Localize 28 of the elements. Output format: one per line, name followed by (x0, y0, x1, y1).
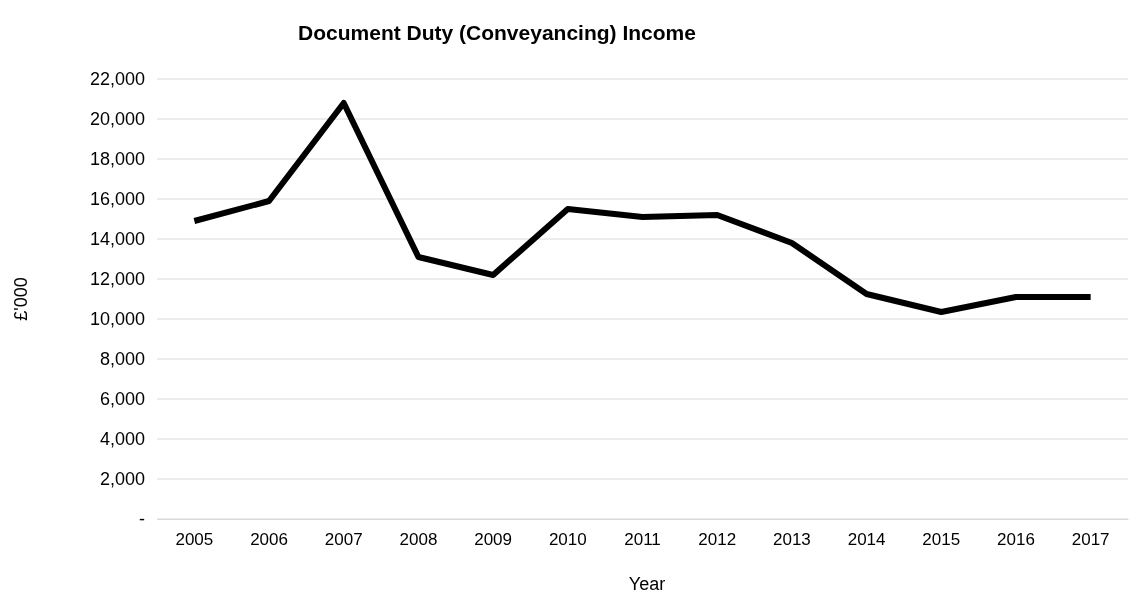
y-tick-label: 4,000 (99, 429, 145, 450)
x-tick-label: 2007 (324, 530, 363, 550)
x-tick-label: 2015 (922, 530, 961, 550)
y-tick-label: 22,000 (89, 69, 145, 90)
y-tick-label: 16,000 (89, 189, 145, 210)
y-tick-label: 8,000 (99, 349, 145, 370)
x-tick-label: 2008 (399, 530, 438, 550)
y-tick-label: 6,000 (99, 389, 145, 410)
x-tick-label: 2005 (175, 530, 214, 550)
y-tick-label: - (139, 509, 145, 530)
chart-title: Document Duty (Conveyancing) Income (298, 21, 696, 44)
x-tick-label: 2016 (997, 530, 1035, 550)
y-tick-label: 10,000 (89, 309, 145, 330)
x-tick-label: 2012 (698, 530, 737, 550)
x-tick-label: 2009 (474, 530, 513, 550)
y-axis-title: £'000 (11, 277, 31, 321)
y-tick-label: 12,000 (89, 269, 145, 290)
x-tick-label: 2014 (847, 530, 886, 550)
y-tick-label: 14,000 (89, 229, 145, 250)
x-tick-label: 2010 (548, 530, 587, 550)
y-tick-label: 2,000 (99, 469, 145, 490)
x-tick-label: 2017 (1071, 530, 1110, 550)
x-tick-label: 2006 (250, 530, 288, 550)
x-axis-title: Year (628, 574, 666, 594)
y-tick-label: 20,000 (89, 109, 145, 130)
y-tick-label: 18,000 (89, 149, 145, 170)
x-tick-label: 2013 (772, 530, 811, 550)
x-tick-label: 2011 (624, 530, 661, 550)
